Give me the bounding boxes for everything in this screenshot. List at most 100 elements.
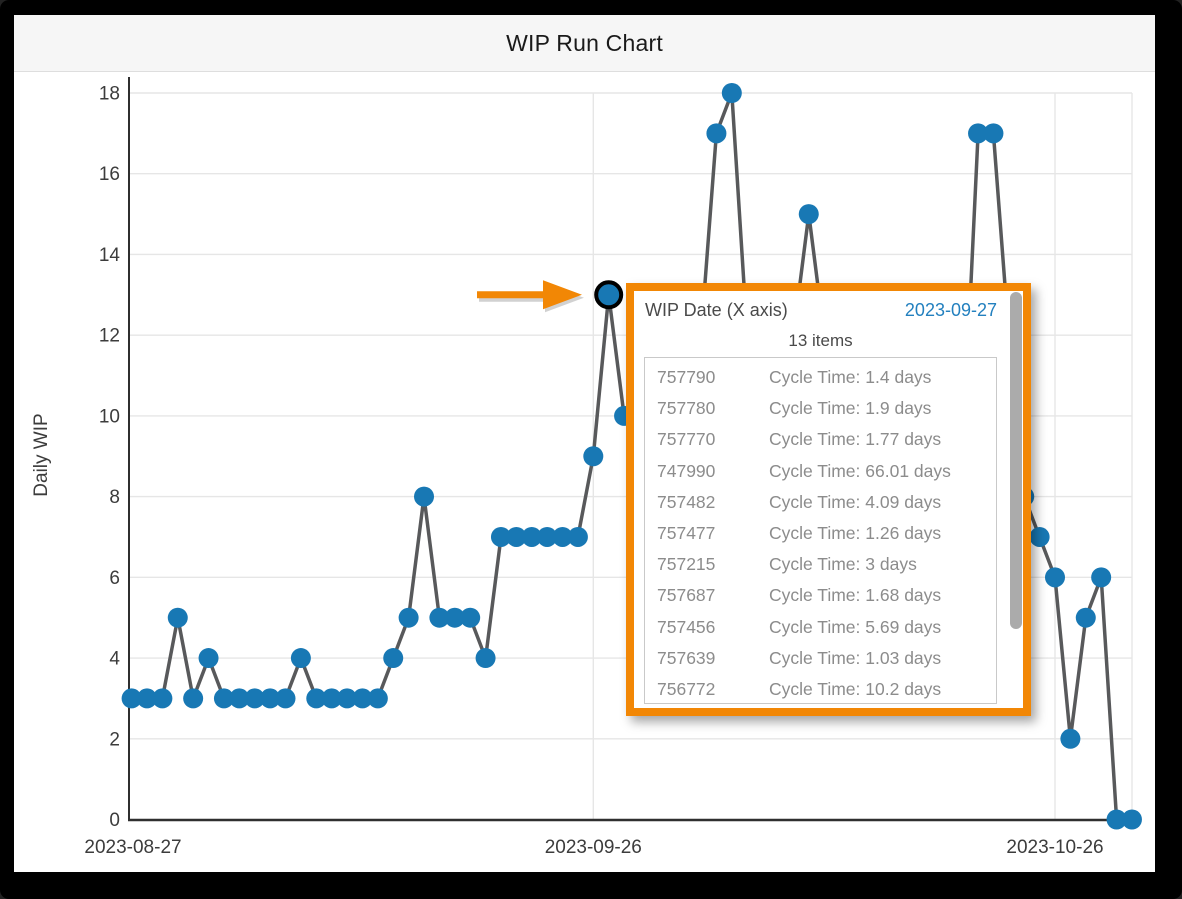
data-point[interactable] <box>1106 809 1127 830</box>
work-item-cycle-time: Cycle Time: 1.03 days <box>769 647 942 668</box>
tooltip-item-row: 757780 Cycle Time: 1.9 days <box>645 393 996 424</box>
data-point[interactable] <box>152 688 173 709</box>
data-point[interactable] <box>552 526 573 547</box>
work-item-cycle-time: Cycle Time: 4.09 days <box>769 491 942 512</box>
data-point[interactable] <box>183 688 204 709</box>
data-point[interactable] <box>1121 809 1142 830</box>
data-point[interactable] <box>537 526 558 547</box>
tooltip-item-row: 757790 Cycle Time: 1.4 days <box>645 362 996 393</box>
tooltip-field-value: 2023-09-27 <box>904 300 997 320</box>
x-tick-label: 2023-08-27 <box>84 837 181 858</box>
annotation-arrow <box>477 280 584 313</box>
tooltip-item-row: 757215 Cycle Time: 3 days <box>645 549 996 580</box>
work-item-cycle-time: Cycle Time: 1.26 days <box>769 523 942 544</box>
page-title: WIP Run Chart <box>506 29 663 56</box>
wip-run-chart: 0 2 4 6 8 10 12 14 16 18 2023-08-27 2023-09-26 2023-… <box>31 77 1142 858</box>
data-point[interactable] <box>968 123 989 144</box>
tooltip-item-row: 757639 Cycle Time: 1.03 days <box>645 643 996 674</box>
data-point[interactable] <box>460 607 481 628</box>
y-tick-label: 0 <box>109 810 120 831</box>
tooltip-items-list[interactable]: 757790 Cycle Time: 1.4 days 757780 Cycle Ti… <box>644 357 997 704</box>
data-point[interactable] <box>583 446 604 467</box>
tooltip-item-row: 757770 Cycle Time: 1.77 days <box>645 424 996 455</box>
y-tick-label: 14 <box>99 245 121 266</box>
y-tick-label: 12 <box>99 326 120 347</box>
work-item-id: 747990 <box>657 460 716 481</box>
data-point[interactable] <box>321 688 342 709</box>
data-point[interactable] <box>167 607 188 628</box>
tooltip-item-row: 747990 Cycle Time: 66.01 days <box>645 456 996 487</box>
work-item-id: 756772 <box>657 678 716 699</box>
arrow-head <box>543 280 582 310</box>
data-point[interactable] <box>414 486 435 507</box>
data-point[interactable] <box>275 688 296 709</box>
selected-data-point[interactable] <box>594 280 624 310</box>
data-point[interactable] <box>244 688 265 709</box>
tooltip-header: WIP Date (X axis) 2023-09-27 <box>634 291 1023 321</box>
y-tick-label: 2 <box>109 729 120 750</box>
y-tick-label: 10 <box>99 406 120 427</box>
data-point[interactable] <box>798 204 819 225</box>
work-item-cycle-time: Cycle Time: 66.01 days <box>769 460 951 481</box>
tooltip-field-label: WIP Date (X axis) <box>645 300 788 320</box>
work-item-id: 757215 <box>657 554 716 575</box>
y-tick-label: 4 <box>109 649 120 670</box>
data-point[interactable] <box>121 688 142 709</box>
tooltip-item-row: 756772 Cycle Time: 10.2 days <box>645 674 996 703</box>
chart-header: WIP Run Chart <box>14 15 1155 72</box>
work-item-cycle-time: Cycle Time: 1.77 days <box>769 429 942 450</box>
data-point[interactable] <box>352 688 373 709</box>
data-point[interactable] <box>983 123 1004 144</box>
work-item-id: 757482 <box>657 491 716 512</box>
data-point[interactable] <box>306 688 327 709</box>
data-point[interactable] <box>367 688 388 709</box>
data-point[interactable] <box>290 648 311 669</box>
data-point[interactable] <box>337 688 358 709</box>
data-point[interactable] <box>1075 607 1096 628</box>
data-point[interactable] <box>429 607 450 628</box>
data-point[interactable] <box>706 123 727 144</box>
data-point[interactable] <box>383 648 404 669</box>
data-point[interactable] <box>475 648 496 669</box>
work-item-id: 757780 <box>657 398 716 419</box>
x-tick-label: 2023-10-26 <box>1006 837 1103 858</box>
tooltip-item-row: 757456 Cycle Time: 5.69 days <box>645 612 996 643</box>
data-point[interactable] <box>490 526 511 547</box>
data-point[interactable] <box>1045 567 1065 588</box>
data-point[interactable] <box>1060 728 1081 749</box>
tooltip-scrollbar-thumb[interactable] <box>1010 292 1022 629</box>
data-point[interactable] <box>567 526 588 547</box>
data-point[interactable] <box>1029 526 1050 547</box>
tooltip-item-row: 757482 Cycle Time: 4.09 days <box>645 487 996 518</box>
work-item-id: 757477 <box>657 523 716 544</box>
data-point[interactable] <box>1091 567 1112 588</box>
y-tick-label: 16 <box>99 164 120 185</box>
data-point[interactable] <box>213 688 234 709</box>
work-item-cycle-time: Cycle Time: 3 days <box>769 554 917 575</box>
data-point[interactable] <box>506 526 527 547</box>
tooltip: WIP Date (X axis) 2023-09-27 13 items 75… <box>626 283 1031 716</box>
chart-window: WIP Run Chart 0 2 4 6 8 10 12 14 16 18 2023-08-27 2… <box>14 15 1155 872</box>
x-tick-label: 2023-09-26 <box>545 837 642 858</box>
work-item-cycle-time: Cycle Time: 1.9 days <box>769 398 932 419</box>
data-point[interactable] <box>444 607 465 628</box>
work-item-cycle-time: Cycle Time: 10.2 days <box>769 678 942 699</box>
data-point[interactable] <box>260 688 281 709</box>
data-point[interactable] <box>136 688 157 709</box>
data-point[interactable] <box>721 83 742 103</box>
tooltip-items-count: 13 items <box>788 331 853 350</box>
data-point[interactable] <box>398 607 419 628</box>
data-point[interactable] <box>229 688 250 709</box>
work-item-id: 757456 <box>657 616 716 637</box>
y-tick-label: 18 <box>99 84 120 105</box>
work-item-id: 757639 <box>657 647 716 668</box>
data-point[interactable] <box>521 526 542 547</box>
data-point[interactable] <box>198 648 219 669</box>
work-item-id: 757790 <box>657 367 716 388</box>
tooltip-item-row: 757687 Cycle Time: 1.68 days <box>645 580 996 611</box>
tooltip-item-row: 757477 Cycle Time: 1.26 days <box>645 518 996 549</box>
work-item-id: 757770 <box>657 429 716 450</box>
work-item-cycle-time: Cycle Time: 1.4 days <box>769 367 932 388</box>
work-item-cycle-time: Cycle Time: 1.68 days <box>769 585 942 606</box>
